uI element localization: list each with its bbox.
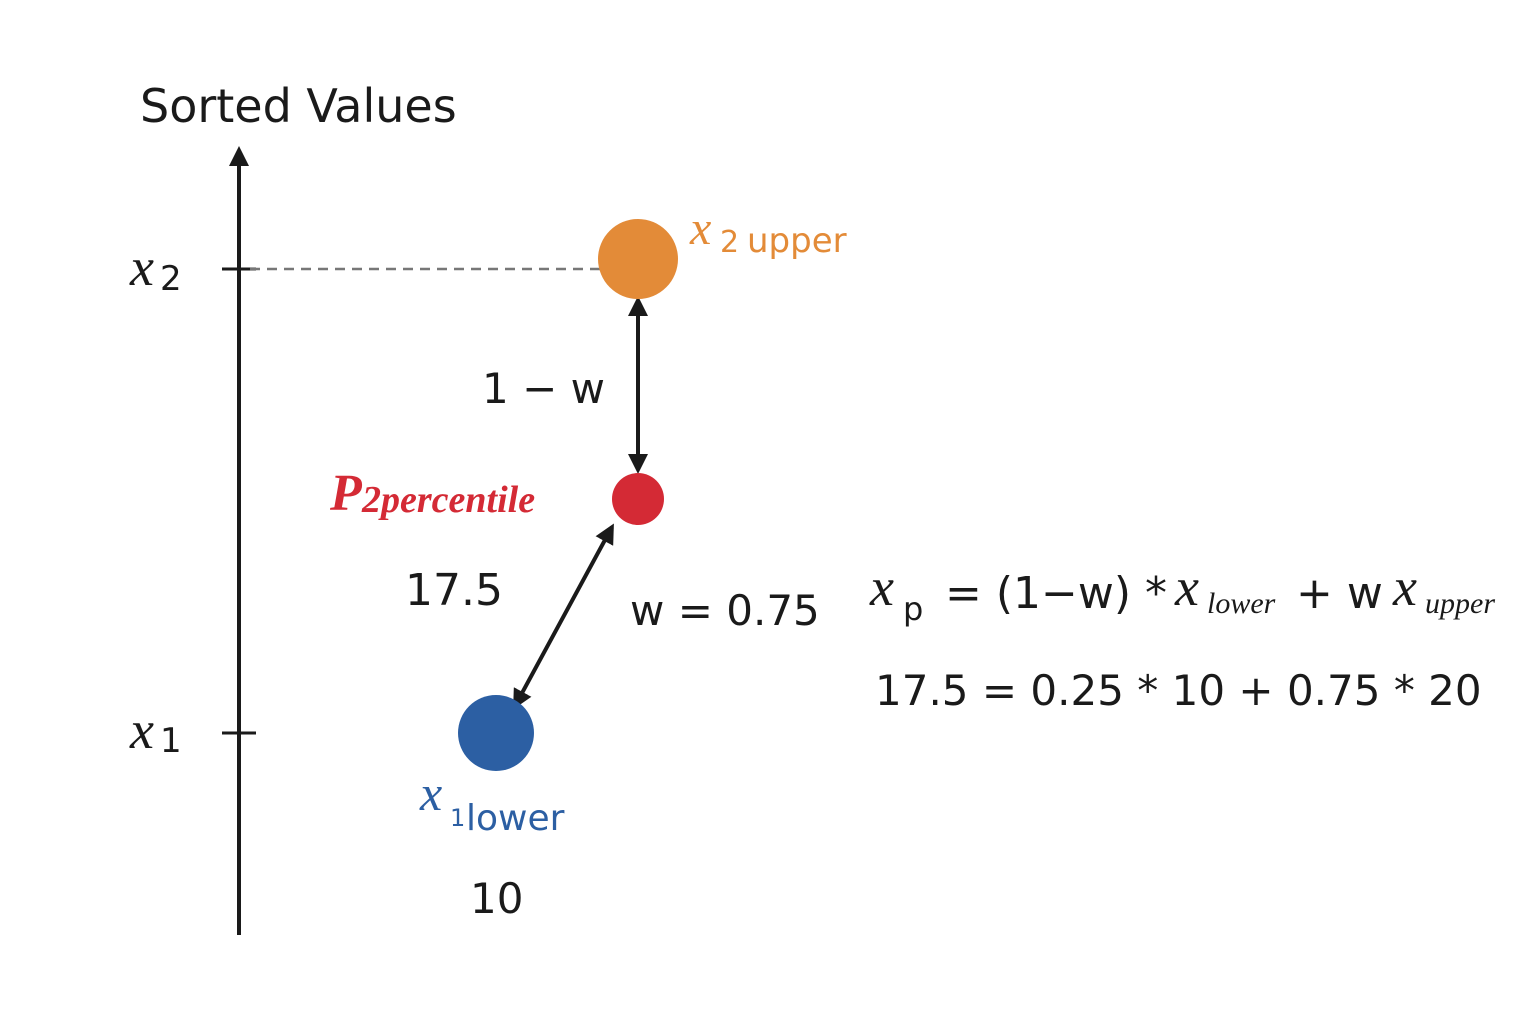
- weight-label: w = 0.75: [630, 586, 820, 635]
- upper-tag: upper: [747, 221, 847, 261]
- upper-point: [598, 219, 678, 299]
- percentile-symbol: P: [329, 465, 363, 522]
- upper-symbol: x: [689, 202, 711, 255]
- formula-text: = (1−w) *: [945, 568, 1167, 619]
- tick-sub: 1: [160, 721, 182, 761]
- formula-sub: p: [903, 590, 923, 628]
- percentile-point: [612, 473, 664, 525]
- formula-sub: upper: [1425, 587, 1495, 620]
- lower-point: [458, 695, 534, 771]
- formula-example: 17.5 = 0.25 * 10 + 0.75 * 20: [875, 666, 1482, 715]
- axis-label: Sorted Values: [140, 79, 457, 133]
- tick-sub: 2: [160, 259, 182, 299]
- lower-value: 10: [470, 874, 523, 923]
- formula-symbol: x: [869, 557, 894, 617]
- tick-symbol: x: [129, 700, 154, 760]
- lower-symbol: x: [419, 765, 442, 821]
- formula-text: + w: [1296, 568, 1383, 619]
- lower-sub: 1: [450, 804, 465, 832]
- formula-symbol: x: [1392, 557, 1417, 617]
- formula-symbol: x: [1174, 557, 1199, 617]
- arrow: [513, 523, 614, 710]
- lower-tag: lower: [466, 798, 565, 839]
- percentile-value: 17.5: [405, 565, 503, 616]
- formula-sub: lower: [1207, 587, 1276, 620]
- upper-sub: 2: [720, 225, 739, 260]
- percentile-sub: 2percentile: [361, 479, 535, 521]
- weight-label: 1 − w: [482, 364, 605, 413]
- tick-symbol: x: [129, 237, 154, 297]
